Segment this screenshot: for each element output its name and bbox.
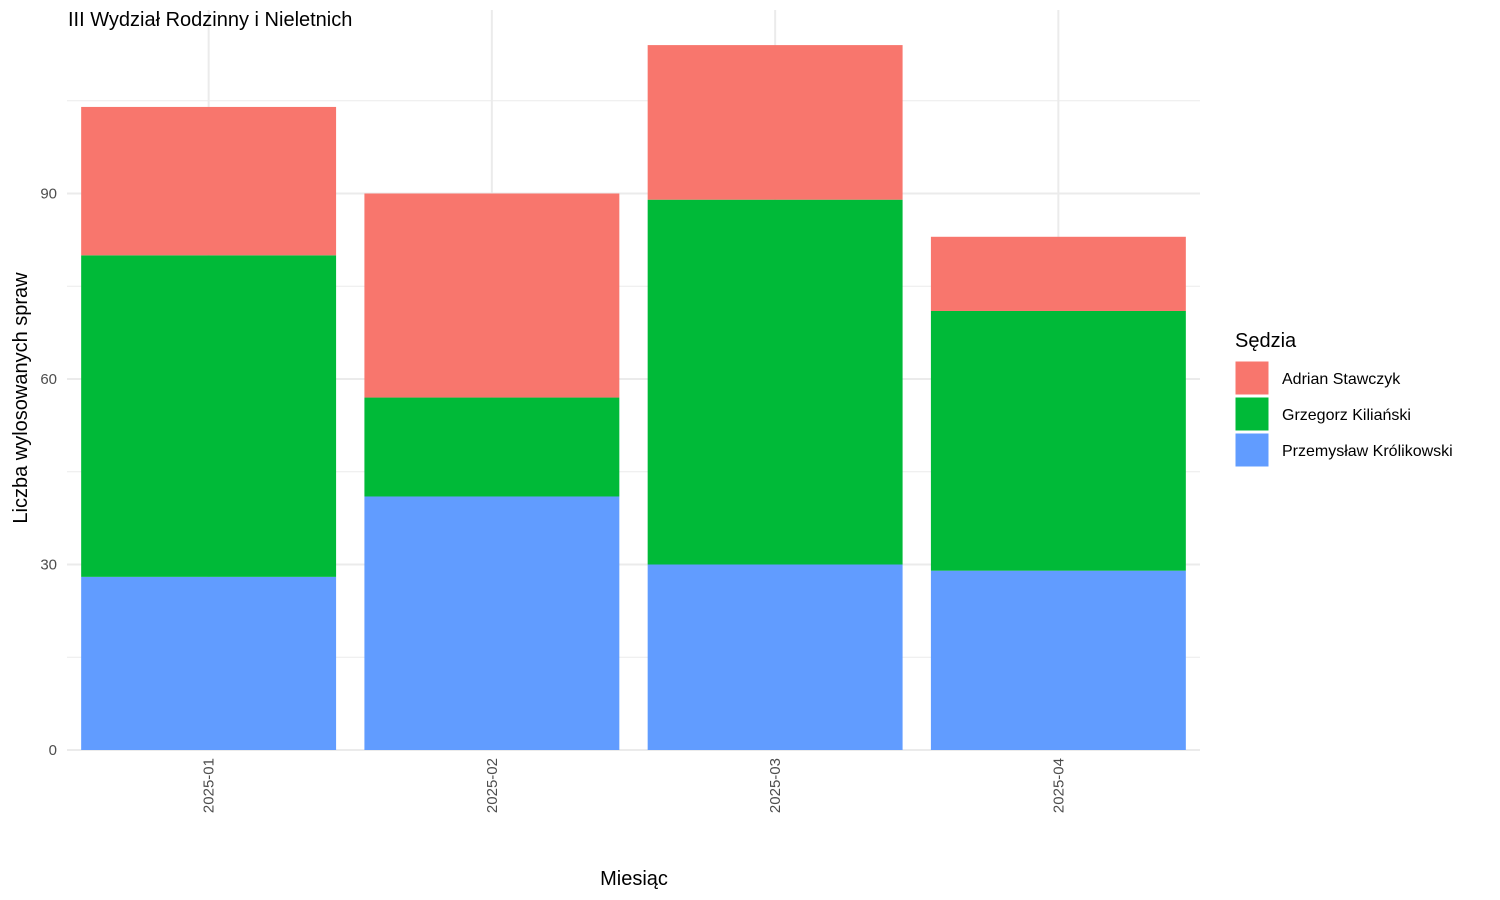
x-tick-label: 2025-04 — [1050, 758, 1067, 813]
legend-key — [1234, 360, 1270, 396]
y-tick-label: 90 — [40, 186, 57, 203]
x-tick-label: 2025-02 — [484, 758, 501, 813]
chart-title: III Wydział Rodzinny i Nieletnich — [68, 9, 352, 31]
bar-segment — [930, 310, 1186, 571]
y-tick-label: 0 — [49, 742, 57, 759]
x-tick-label: 2025-03 — [767, 758, 784, 813]
bar-segment — [364, 496, 620, 750]
bar-segment — [81, 255, 337, 577]
y-axis-ticks: 0 30 60 90 — [40, 186, 57, 760]
bar-segment — [647, 45, 903, 200]
y-axis-title: Liczba wylosowanych spraw — [10, 272, 32, 524]
bar-segment — [81, 106, 337, 256]
bar-segment — [364, 397, 620, 497]
bar-segment — [647, 564, 903, 750]
bars — [81, 45, 1186, 750]
bar-segment — [81, 576, 337, 750]
bar-segment — [930, 570, 1186, 750]
bar-segment — [930, 236, 1186, 311]
legend-key — [1234, 432, 1270, 468]
x-tick-label: 2025-01 — [201, 758, 218, 813]
y-tick-label: 30 — [40, 557, 57, 574]
legend-label: Grzegorz Kiliański — [1282, 407, 1411, 424]
legend-title: Sędzia — [1235, 330, 1297, 352]
legend: Sędzia Adrian Stawczyk Grzegorz Kiliański… — [1234, 330, 1453, 468]
x-axis-ticks: 2025-01 2025-02 2025-03 2025-04 — [201, 758, 1068, 813]
legend-key — [1234, 396, 1270, 432]
legend-label: Przemysław Królikowski — [1282, 443, 1453, 460]
x-axis-title: Miesiąc — [600, 868, 668, 890]
bar-segment — [364, 193, 620, 398]
bar-segment — [647, 199, 903, 565]
y-tick-label: 60 — [40, 371, 57, 388]
legend-label: Adrian Stawczyk — [1282, 371, 1401, 388]
